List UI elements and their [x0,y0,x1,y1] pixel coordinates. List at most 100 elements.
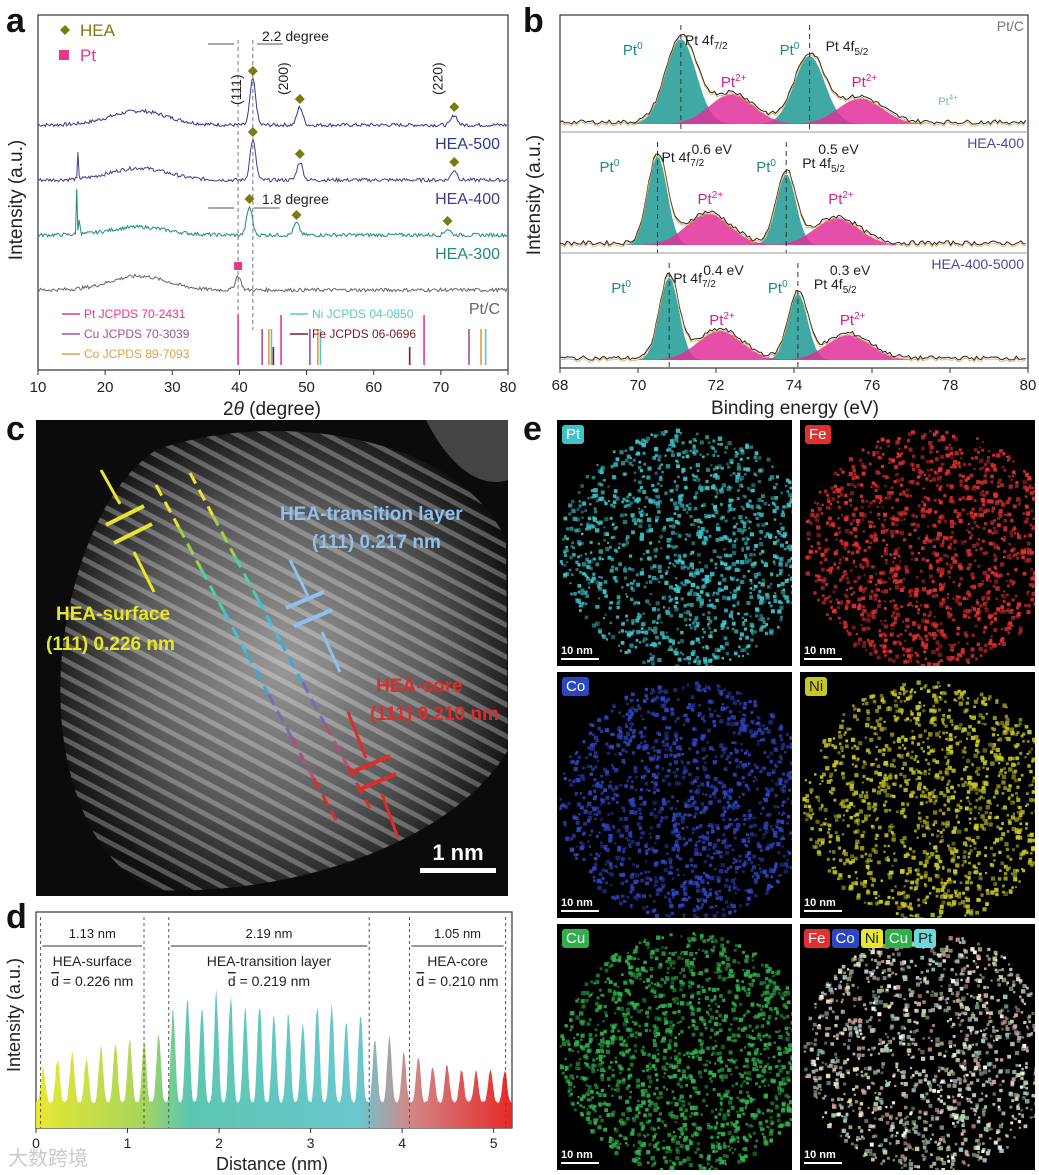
region-width-label: 2.19 nm [245,926,292,941]
overlay-tag-ni: Ni [860,929,883,948]
panel-label-d: d [6,898,27,936]
region-d-value: d = 0.226 nm [51,973,133,989]
xrd-xtick-label: 70 [433,379,450,396]
panel-label-b: b [523,2,544,40]
panel-label-c: c [6,410,25,448]
xrd-xlabel: 2θ (degree) [223,399,321,420]
hea-legend-label: HEA [80,21,116,40]
haadf-image: HEA-surface (111) 0.226 nm HEA-transitio… [36,420,508,896]
xrd-xtick-label: 80 [500,379,517,396]
xps-fit [559,35,1026,127]
surface-plane-1 [105,504,145,527]
scale-fe: 10 nm [804,645,842,660]
band-edge-left [154,484,180,528]
xrd-series-hea-500 [37,77,508,128]
pt-4f-7-2-label: Pt 4f7/2 [662,149,705,169]
eds-map-co: Co 10 nm [557,672,792,918]
pt0-5-2-peak [560,56,1028,124]
pt0-label: Pt0 [768,279,788,297]
xps-shift-label: 0.5 eV [818,141,859,157]
eds-map-ni: Ni 10 nm [800,672,1035,918]
xps-envelope [559,33,1027,125]
xrd-xtick-label: 40 [231,379,248,396]
eds-dots-ni [802,680,1035,918]
xrd-series-hea-400 [37,137,508,184]
eds-map-fe: Fe 10 nm [800,420,1035,666]
pt2-label: Pt2+ [852,73,878,91]
scale-overlay: 10 nm [804,1149,842,1164]
pt0-label: Pt0 [756,158,776,176]
xps-fit [559,155,1026,248]
surface-arrow-bottom [132,551,156,593]
profile-xtick-label: 3 [307,1135,315,1151]
xps-series-label: HEA-400-5000 [931,256,1024,272]
lattice-fringes [60,431,508,891]
eds-dots-co [559,681,792,918]
profile-xtick-label: 5 [490,1135,498,1151]
band-edge-right [256,597,282,642]
hea-peak-marker [449,102,460,112]
xrd-peak-label: (200) [275,62,291,95]
hea-peak-marker [449,157,460,167]
pt0-7-2-peak [560,39,1028,124]
xrd-series-label: HEA-300 [435,246,500,263]
profile-xtick-label: 1 [124,1135,132,1151]
overlay-tags: Fe Co Ni Cu Pt [804,929,937,948]
pt2-7-2-peak [560,213,1028,245]
hea-peak-marker [294,149,305,159]
pt-4f-7-2-label: Pt 4f7/2 [673,270,716,290]
xps-series-label: HEA-400 [967,135,1024,151]
xps-xtick-label: 76 [864,377,881,394]
xps-xtick-label: 68 [552,377,569,394]
pt-4f-7-2-label: Pt 4f7/2 [685,32,728,52]
transition-arrow-top [288,559,310,597]
ni-tag: Ni [805,677,828,696]
profile-xtick-label: 2 [215,1135,223,1151]
band-edge-left [177,526,203,570]
hea-peak-marker [291,210,302,220]
reference-legend-label: Fe JCPDS 06-0696 [312,327,416,341]
pt0-5-2-peak [560,174,1028,245]
hea-peak-marker [294,94,305,104]
outer-lobe [426,420,508,482]
reference-legend-label: Ni JCPDS 04-0850 [312,307,414,321]
overlay-tag-pt: Pt [914,929,937,948]
scale-cu: 10 nm [561,1149,599,1164]
band-edge-right [233,556,259,600]
reference-legend-label: Cu JCPDS 70-3039 [84,327,190,341]
band-edge-left [244,651,270,696]
profile-xtick-label: 0 [32,1135,40,1151]
xrd-chart: 10 20 30 40 50 60 70 80 HEA-500 HEA-400 HEA-300 Pt/… [6,14,517,420]
xrd-peak-label: (111) [228,74,244,105]
core-label: HEA-core [376,676,463,697]
core-plane-2 [357,772,397,792]
xrd-xtick-label: 20 [97,379,114,396]
pt-legend-marker [59,50,69,60]
surface-plane-2 [113,522,153,545]
xps-envelope [559,272,1026,361]
core-arrow-bottom [380,793,400,839]
xrd-xtick-label: 10 [30,379,47,396]
pt2-label: Pt2+ [828,190,854,208]
xrd-series-pt-c [37,273,508,294]
xps-shift-label: 0.3 eV [830,262,871,278]
xrd-legend: HEA Pt [59,21,116,65]
watermark: 大数跨境 [8,1146,88,1170]
xps-chart: 68 70 72 74 76 78 80 Pt0 Pt0 Pt 4f7/2 Pt 4f5/2 Pt2+… [524,14,1036,419]
xrd-peak-label: (220) [429,62,445,95]
xrd-annotation-1-8: 1.8 degree [262,191,329,207]
pt0-7-2-peak [560,277,1028,360]
band-edge-right [346,765,372,809]
core-arrow-top [346,711,368,759]
profile-area [36,989,512,1128]
pt0-label: Pt0 [611,279,631,297]
band-edge-right [278,639,304,684]
pt2-label: Pt2+ [698,190,724,208]
transition-plane-1 [285,590,325,610]
pt2-label: Pt2+ [721,73,747,91]
reference-legend-label: Co JCPDS 89-7093 [84,347,190,361]
pt-tag: Pt [562,425,585,444]
band-edge-left [312,777,338,821]
xps-series-label: Pt/C [997,18,1024,34]
xrd-series-hea-300 [37,188,508,239]
